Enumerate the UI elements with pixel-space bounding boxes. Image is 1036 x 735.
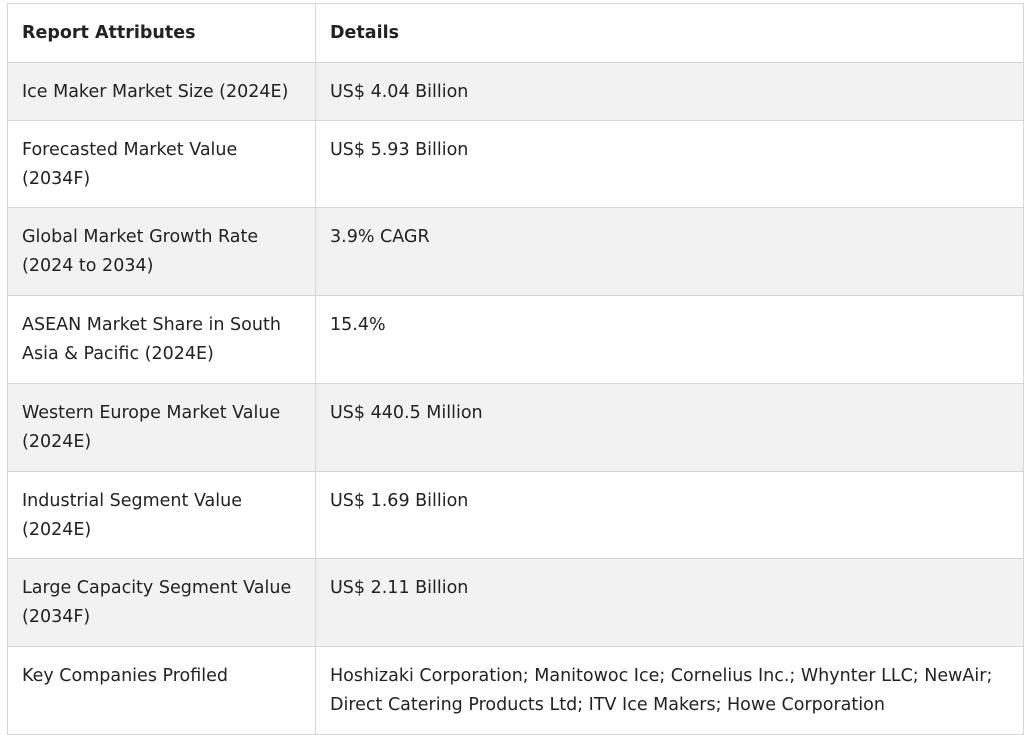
- attribute-cell: Industrial Segment Value (2024E): [7, 471, 316, 559]
- table-row: Global Market Growth Rate (2024 to 2034)…: [7, 207, 1024, 296]
- details-cell: US$ 440.5 Million: [315, 383, 1024, 472]
- table-row: Ice Maker Market Size (2024E) US$ 4.04 B…: [7, 62, 1024, 121]
- attribute-cell: Key Companies Profiled: [7, 646, 316, 735]
- details-cell: US$ 4.04 Billion: [315, 62, 1024, 121]
- table-row: ASEAN Market Share in South Asia & Pacif…: [7, 295, 1024, 384]
- table-row: Forecasted Market Value (2034F) US$ 5.93…: [7, 120, 1024, 208]
- attribute-cell: ASEAN Market Share in South Asia & Pacif…: [7, 295, 316, 384]
- report-attributes-table-container: Report Attributes Details Ice Maker Mark…: [7, 3, 1024, 735]
- attribute-cell: Large Capacity Segment Value (2034F): [7, 558, 316, 647]
- header-details: Details: [315, 3, 1024, 63]
- table-row: Large Capacity Segment Value (2034F) US$…: [7, 558, 1024, 647]
- table-row: Industrial Segment Value (2024E) US$ 1.6…: [7, 471, 1024, 559]
- details-cell: US$ 1.69 Billion: [315, 471, 1024, 559]
- details-cell: 3.9% CAGR: [315, 207, 1024, 296]
- details-cell: US$ 5.93 Billion: [315, 120, 1024, 208]
- attribute-cell: Western Europe Market Value (2024E): [7, 383, 316, 472]
- table-header-row: Report Attributes Details: [7, 3, 1024, 63]
- details-cell: Hoshizaki Corporation; Manitowoc Ice; Co…: [315, 646, 1024, 735]
- attribute-cell: Forecasted Market Value (2034F): [7, 120, 316, 208]
- report-attributes-table: Report Attributes Details Ice Maker Mark…: [7, 3, 1024, 735]
- attribute-cell: Global Market Growth Rate (2024 to 2034): [7, 207, 316, 296]
- table-row: Western Europe Market Value (2024E) US$ …: [7, 383, 1024, 472]
- attribute-cell: Ice Maker Market Size (2024E): [7, 62, 316, 121]
- header-report-attributes: Report Attributes: [7, 3, 316, 63]
- table-row: Key Companies Profiled Hoshizaki Corpora…: [7, 646, 1024, 735]
- details-cell: US$ 2.11 Billion: [315, 558, 1024, 647]
- details-cell: 15.4%: [315, 295, 1024, 384]
